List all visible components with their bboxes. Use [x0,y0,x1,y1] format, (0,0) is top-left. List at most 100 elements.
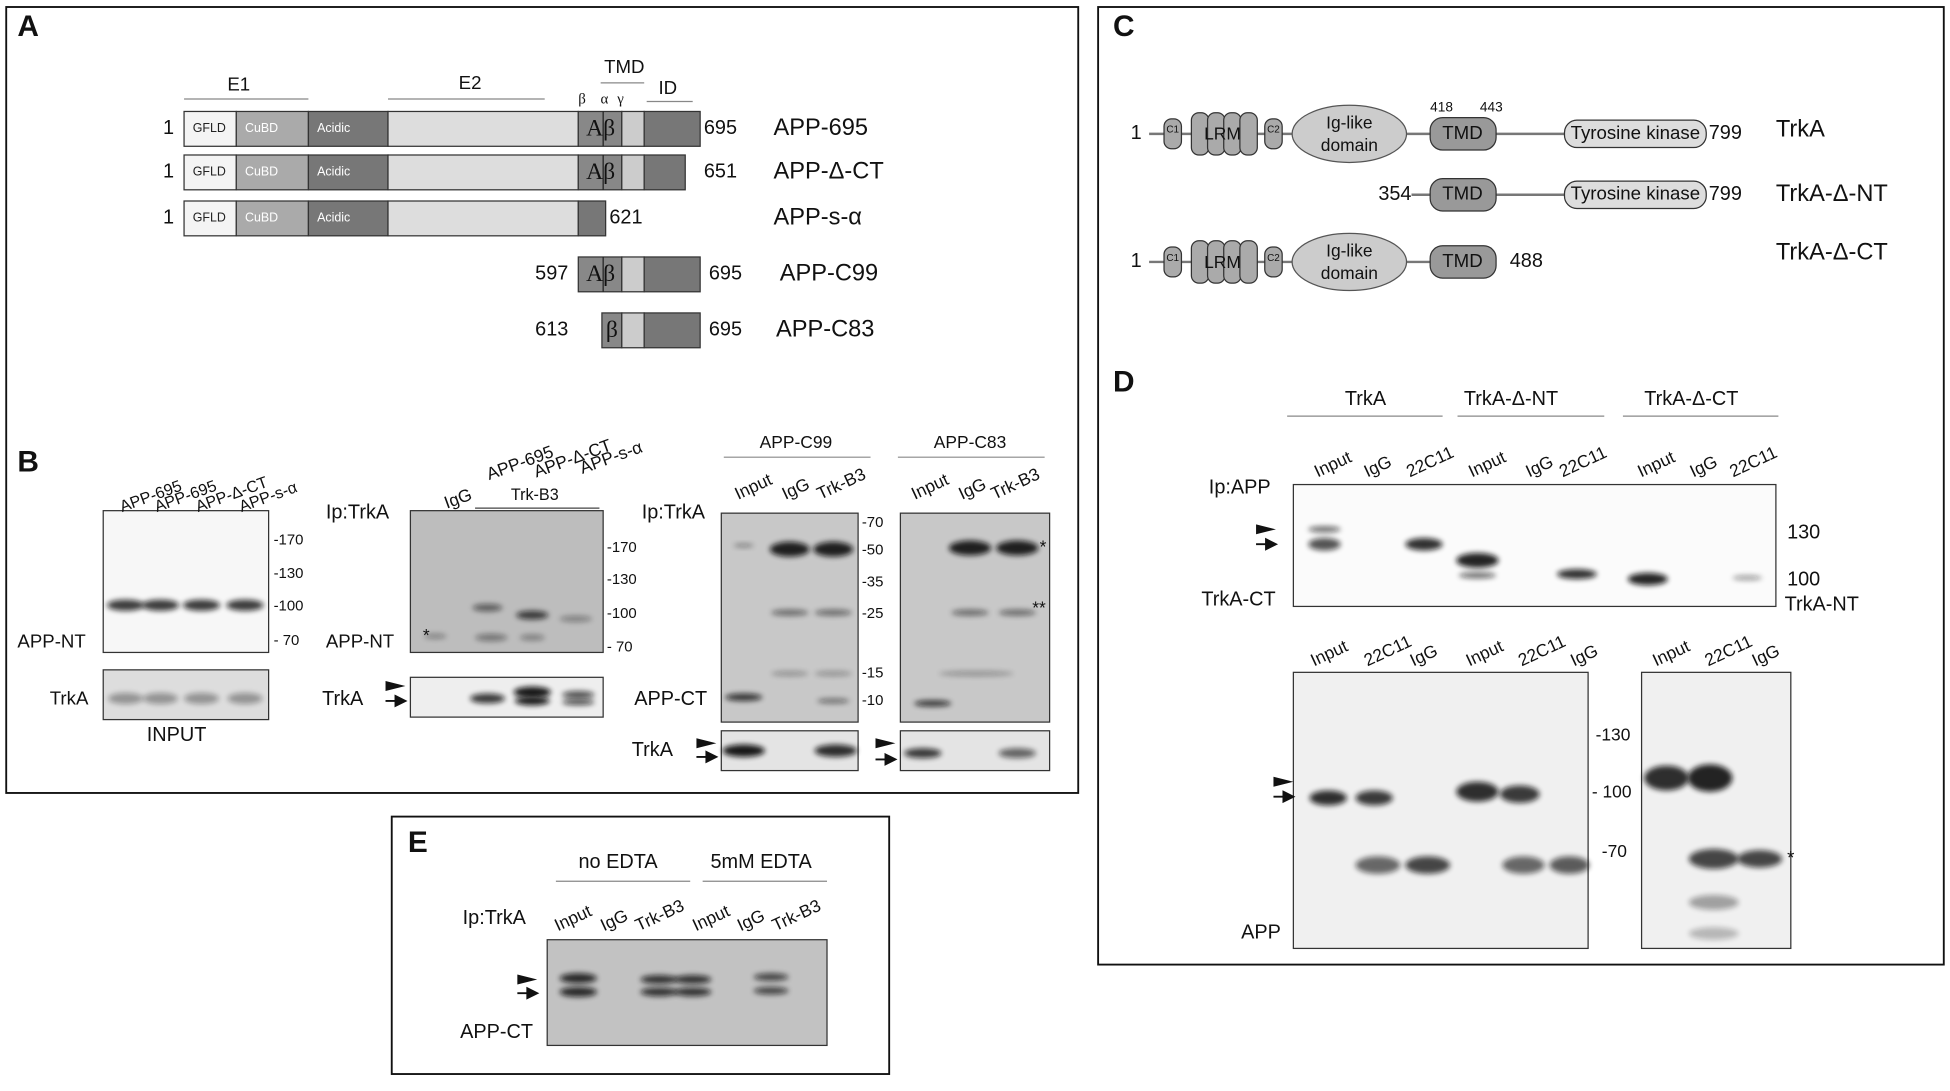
band [1688,848,1739,869]
band [904,748,942,759]
domain-box [307,200,389,237]
label: TMD [1442,250,1482,271]
label: Ip:APP [1209,477,1271,499]
label: Input [689,901,733,936]
domain-box [1563,119,1707,149]
label: 354 [1378,183,1411,205]
band [674,987,712,997]
band [143,692,178,705]
label: -15 [862,665,884,682]
label: 418 [1430,99,1453,114]
label: IgG [597,905,631,935]
panel-letter: A [17,10,39,43]
construct-name: TrkA-Δ-NT [1776,181,1888,207]
domain-box [1163,246,1183,278]
label: β [606,317,618,343]
arrowhead [1256,524,1276,535]
construct-name: APP-C83 [776,317,874,343]
arrowhead [385,681,406,691]
label: Aβ [586,261,615,287]
arrowhead [875,738,896,749]
label: Input [551,901,595,936]
band [1405,538,1443,551]
label: TrkA [1345,388,1387,410]
label: -130 [1596,724,1631,744]
label: 1 [163,117,174,139]
label: Acidic [317,121,350,135]
label: TrkA-CT [1201,588,1275,610]
label: 22C11 [1556,442,1610,481]
band [226,599,264,611]
domain-box [183,154,237,191]
label: C2 [1267,253,1280,264]
band [733,543,754,548]
band [914,700,952,707]
blot [1292,483,1777,608]
label: CuBD [245,211,278,225]
label: Trk-B3 [813,464,868,504]
domain-box [387,110,579,147]
label: GFLD [193,165,226,179]
band [1502,856,1545,874]
band [184,692,219,705]
label: -130 [607,571,637,588]
domain-box [183,200,237,237]
band [998,609,1036,616]
domain-box [1429,117,1497,151]
band [640,975,678,984]
construct-name: TrkA [1776,116,1825,142]
label: Input [908,469,952,504]
label: IgG [779,474,813,504]
band [1355,856,1401,874]
label: GFLD [193,121,226,135]
label: 100 [1787,569,1820,591]
label: GFLD [193,211,226,225]
band [1549,856,1590,874]
label: Ip:TrkA [326,501,390,523]
label: APP-C99 [760,432,833,452]
label: APP-NT [17,630,85,651]
label: 1 [163,161,174,183]
domain-box [307,154,389,191]
frame-ab [5,6,1080,794]
domain-box [621,312,645,349]
label: 799 [1709,122,1742,144]
label: α [600,92,608,108]
band [424,633,447,639]
band [559,973,597,984]
band [771,671,809,677]
band [640,987,678,997]
label: LRM [1204,252,1241,272]
band [938,671,1014,677]
label: 799 [1709,183,1742,205]
label: Ip:TrkA [642,501,706,523]
label: C1 [1166,253,1179,264]
arrowhead [1273,776,1294,787]
label: Trk-B3 [988,464,1043,504]
label: 613 [535,319,568,341]
label: -35 [862,574,884,591]
label: - 70 [274,632,300,649]
label: Ig-like [1326,112,1372,132]
label: TrkA-NT [1785,593,1859,615]
domain-box [1429,245,1497,279]
label: 695 [709,319,742,341]
band [1557,569,1597,580]
label: Input [1465,447,1509,482]
arrowhead [517,974,538,985]
band [753,986,789,995]
label: Input [1649,636,1693,671]
label: LRM [1204,124,1241,144]
domain-box [1264,246,1283,278]
band [1405,856,1451,874]
construct-name: APP-C99 [780,261,878,287]
label: ID [658,77,677,98]
label: TMD [1442,122,1482,143]
label: Ip:TrkA [463,907,527,929]
band [722,744,765,757]
construct-name: APP-s-α [774,205,862,231]
label: Ig-like [1326,241,1372,261]
band [516,610,549,620]
label: * [1040,537,1047,557]
